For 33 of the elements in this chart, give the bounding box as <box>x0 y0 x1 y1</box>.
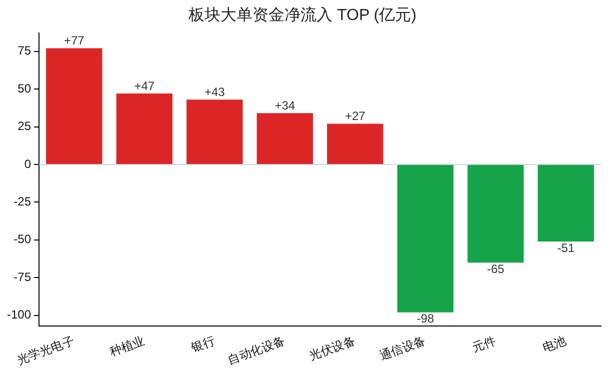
data-label: -98 <box>416 312 434 326</box>
x-tick-label: 银行 <box>188 333 217 356</box>
bar <box>327 124 384 164</box>
bar <box>116 94 172 164</box>
y-tick-label: 50 <box>18 81 32 96</box>
y-tick-label: 25 <box>18 119 32 134</box>
data-label: +43 <box>204 84 226 99</box>
data-label: -51 <box>557 240 575 255</box>
data-label: +77 <box>64 34 85 48</box>
bar <box>46 48 102 164</box>
y-tick-label: 75 <box>18 44 32 58</box>
data-label: -65 <box>486 262 505 276</box>
bar <box>397 164 454 312</box>
x-tick-label: 光伏设备 <box>307 333 358 364</box>
bar <box>256 113 313 164</box>
data-label: +47 <box>134 78 155 93</box>
y-tick-label: -100 <box>6 308 32 322</box>
data-label: +34 <box>274 98 296 112</box>
y-tick-label: -75 <box>14 270 32 284</box>
x-tick-label: 种植业 <box>108 333 147 359</box>
x-tick-label: 元件 <box>470 333 498 355</box>
x-tick-label: 通信设备 <box>378 333 428 364</box>
chart-title: 板块大单资金净流入 TOP (亿元) <box>188 6 416 24</box>
x-tick-label: 光学光电子 <box>15 333 76 368</box>
bar <box>468 164 524 263</box>
y-tick-label: 0 <box>24 156 32 171</box>
y-tick-label: -50 <box>14 232 32 246</box>
bar <box>186 100 243 164</box>
x-tick-label: 电池 <box>540 333 568 355</box>
data-label: +27 <box>344 109 366 124</box>
y-tick-label: -25 <box>14 194 32 209</box>
x-tick-label: 自动化设备 <box>226 333 288 368</box>
bar <box>538 164 594 242</box>
